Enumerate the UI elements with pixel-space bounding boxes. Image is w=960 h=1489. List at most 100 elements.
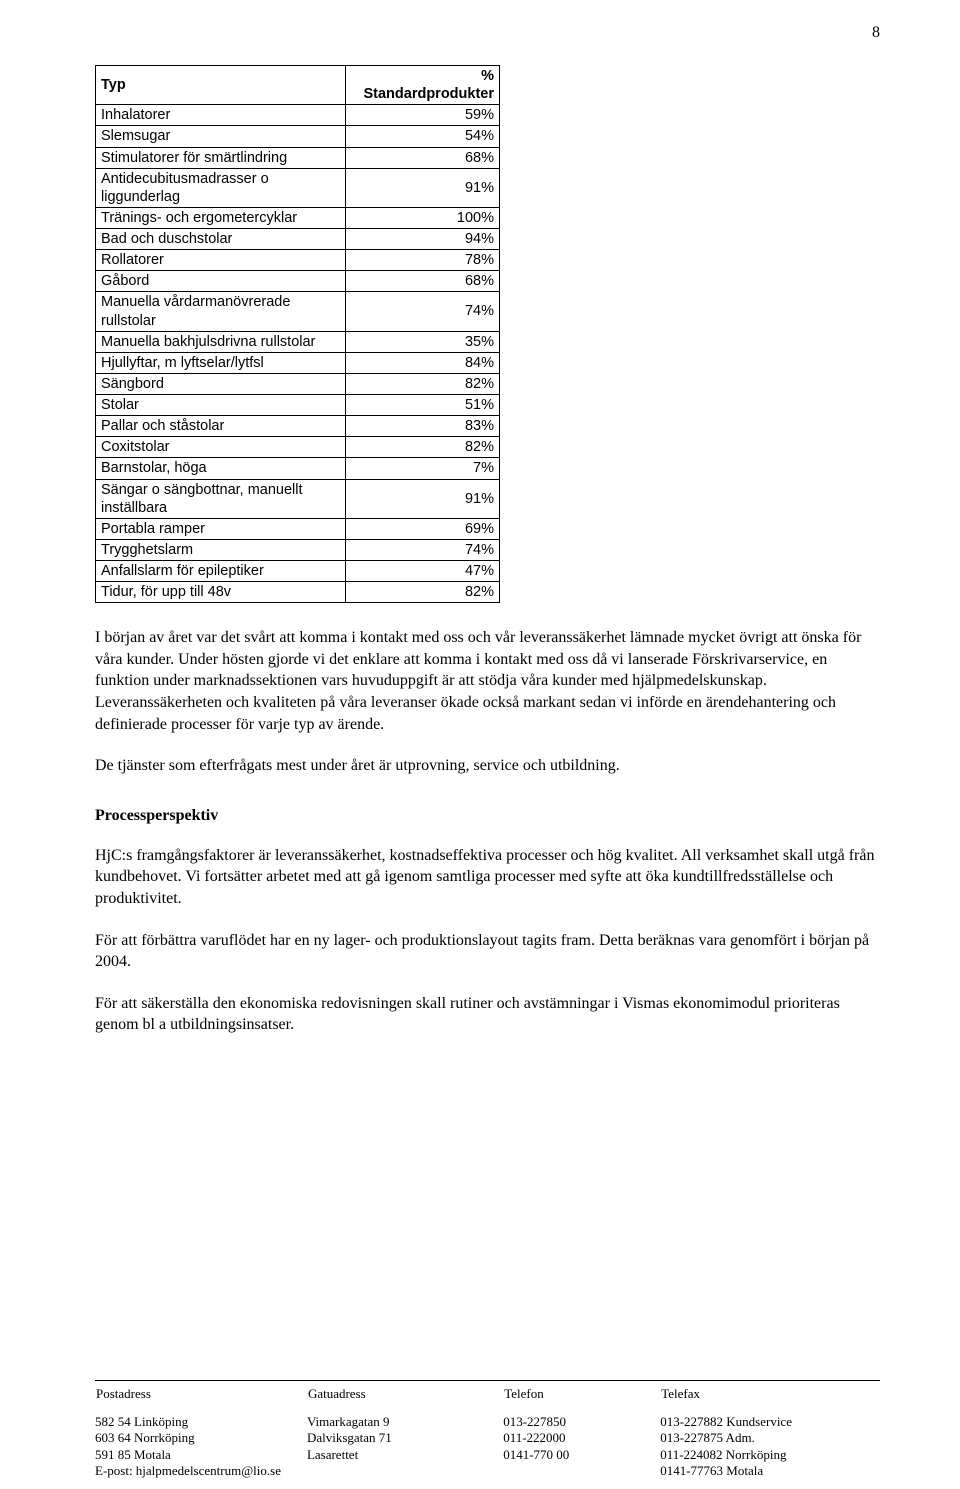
table-row: Sängar o sängbottnar, manuellt inställba… (96, 479, 500, 518)
table-row: Anfallslarm för epileptiker47% (96, 561, 500, 582)
table-cell-value: 68% (346, 147, 500, 168)
table-row: Pallar och ståstolar83% (96, 416, 500, 437)
table-cell-label: Antidecubitusmadrasser o liggunderlag (96, 168, 346, 207)
document-page: 8 Typ % Standardprodukter Inhalatorer59%… (0, 0, 960, 1489)
table-cell-value: 74% (346, 292, 500, 331)
section-heading-processperspektiv: Processperspektiv (95, 807, 880, 825)
footer-cell: 0141-77763 Motala (660, 1463, 880, 1479)
footer-header-telefon: Telefon (503, 1385, 660, 1414)
table-cell-value: 47% (346, 561, 500, 582)
footer-cell: 011-224082 Norrköping (660, 1447, 880, 1463)
table-cell-value: 91% (346, 168, 500, 207)
table-cell-value: 82% (346, 582, 500, 603)
table-cell-value: 91% (346, 479, 500, 518)
table-cell-value: 84% (346, 352, 500, 373)
table-cell-value: 59% (346, 105, 500, 126)
table-cell-value: 78% (346, 250, 500, 271)
table-row: Tränings- och ergometercyklar100% (96, 207, 500, 228)
table-cell-label: Coxitstolar (96, 437, 346, 458)
table-cell-value: 82% (346, 437, 500, 458)
standardprodukter-table: Typ % Standardprodukter Inhalatorer59%Sl… (95, 65, 500, 603)
table-cell-label: Slemsugar (96, 126, 346, 147)
footer-row: E-post: hjalpmedelscentrum@lio.se 0141-77… (95, 1463, 880, 1479)
table-row: Inhalatorer59% (96, 105, 500, 126)
footer-divider (95, 1380, 880, 1381)
footer-cell: Dalviksgatan 71 (307, 1430, 503, 1446)
table-row: Manuella vårdarmanövrerade rullstolar74% (96, 292, 500, 331)
table-cell-value: 54% (346, 126, 500, 147)
footer-header-row: Postadress Gatuadress Telefon Telefax (95, 1385, 880, 1414)
footer-cell (307, 1463, 503, 1479)
page-number: 8 (872, 24, 880, 42)
table-cell-label: Bad och duschstolar (96, 229, 346, 250)
footer-cell: 603 64 Norrköping (95, 1430, 307, 1446)
table-header-row: Typ % Standardprodukter (96, 66, 500, 105)
footer-cell: 011-222000 (503, 1430, 660, 1446)
table-cell-label: Barnstolar, höga (96, 458, 346, 479)
table-cell-label: Manuella bakhjulsdrivna rullstolar (96, 331, 346, 352)
table-row: Bad och duschstolar94% (96, 229, 500, 250)
footer-row: 582 54 LinköpingVimarkagatan 9013-227850… (95, 1414, 880, 1430)
table-cell-label: Trygghetslarm (96, 539, 346, 560)
table-row: Manuella bakhjulsdrivna rullstolar35% (96, 331, 500, 352)
table-cell-label: Stolar (96, 395, 346, 416)
footer-cell: 0141-770 00 (503, 1447, 660, 1463)
table-cell-value: 51% (346, 395, 500, 416)
table-cell-value: 83% (346, 416, 500, 437)
table-row: Gåbord68% (96, 271, 500, 292)
paragraph-intro: I början av året var det svårt att komma… (95, 627, 880, 735)
table-cell-value: 74% (346, 539, 500, 560)
table-cell-label: Pallar och ståstolar (96, 416, 346, 437)
table-cell-value: 82% (346, 373, 500, 394)
table-cell-label: Sängbord (96, 373, 346, 394)
table-cell-label: Tränings- och ergometercyklar (96, 207, 346, 228)
table-row: Stolar51% (96, 395, 500, 416)
footer-cell: Vimarkagatan 9 (307, 1414, 503, 1430)
paragraph-process-3: För att säkerställa den ekonomiska redov… (95, 993, 880, 1036)
paragraph-process-2: För att förbättra varuflödet har en ny l… (95, 930, 880, 973)
table-header-typ: Typ (96, 66, 346, 105)
table-row: Tidur, för upp till 48v82% (96, 582, 500, 603)
table-cell-label: Stimulatorer för smärtlindring (96, 147, 346, 168)
footer-cell: 582 54 Linköping (95, 1414, 307, 1430)
table-row: Rollatorer78% (96, 250, 500, 271)
footer-header-gatuadress: Gatuadress (307, 1385, 503, 1414)
table-row: Portabla ramper69% (96, 518, 500, 539)
table-row: Sängbord82% (96, 373, 500, 394)
table-row: Coxitstolar82% (96, 437, 500, 458)
table-row: Barnstolar, höga7% (96, 458, 500, 479)
table-cell-label: Tidur, för upp till 48v (96, 582, 346, 603)
footer-cell: 013-227882 Kundservice (660, 1414, 880, 1430)
table-row: Slemsugar54% (96, 126, 500, 147)
footer-cell: 013-227850 (503, 1414, 660, 1430)
table-cell-label: Sängar o sängbottnar, manuellt inställba… (96, 479, 346, 518)
footer-cell: 591 85 Motala (95, 1447, 307, 1463)
table-row: Antidecubitusmadrasser o liggunderlag91% (96, 168, 500, 207)
footer-table: Postadress Gatuadress Telefon Telefax 58… (95, 1385, 880, 1479)
footer-cell: 013-227875 Adm. (660, 1430, 880, 1446)
table-cell-value: 100% (346, 207, 500, 228)
table-row: Trygghetslarm74% (96, 539, 500, 560)
footer-cell: Lasarettet (307, 1447, 503, 1463)
table-cell-label: Rollatorer (96, 250, 346, 271)
table-cell-value: 68% (346, 271, 500, 292)
footer-cell (503, 1463, 660, 1479)
table-cell-value: 69% (346, 518, 500, 539)
footer-header-telefax: Telefax (660, 1385, 880, 1414)
footer-cell: E-post: hjalpmedelscentrum@lio.se (95, 1463, 307, 1479)
paragraph-services: De tjänster som efterfrågats mest under … (95, 755, 880, 777)
table-cell-label: Manuella vårdarmanövrerade rullstolar (96, 292, 346, 331)
table-cell-value: 94% (346, 229, 500, 250)
footer-row: 603 64 NorrköpingDalviksgatan 71011-2220… (95, 1430, 880, 1446)
paragraph-process-1: HjC:s framgångsfaktorer är leveranssäker… (95, 845, 880, 910)
table-header-percent: % Standardprodukter (346, 66, 500, 105)
footer-row: 591 85 MotalaLasarettet0141-770 00011-22… (95, 1447, 880, 1463)
table-cell-label: Gåbord (96, 271, 346, 292)
page-footer: Postadress Gatuadress Telefon Telefax 58… (95, 1380, 880, 1479)
table-cell-label: Hjullyftar, m lyftselar/lytfsl (96, 352, 346, 373)
footer-header-postadress: Postadress (95, 1385, 307, 1414)
table-cell-label: Portabla ramper (96, 518, 346, 539)
table-cell-label: Anfallslarm för epileptiker (96, 561, 346, 582)
table-row: Hjullyftar, m lyftselar/lytfsl84% (96, 352, 500, 373)
table-cell-value: 7% (346, 458, 500, 479)
